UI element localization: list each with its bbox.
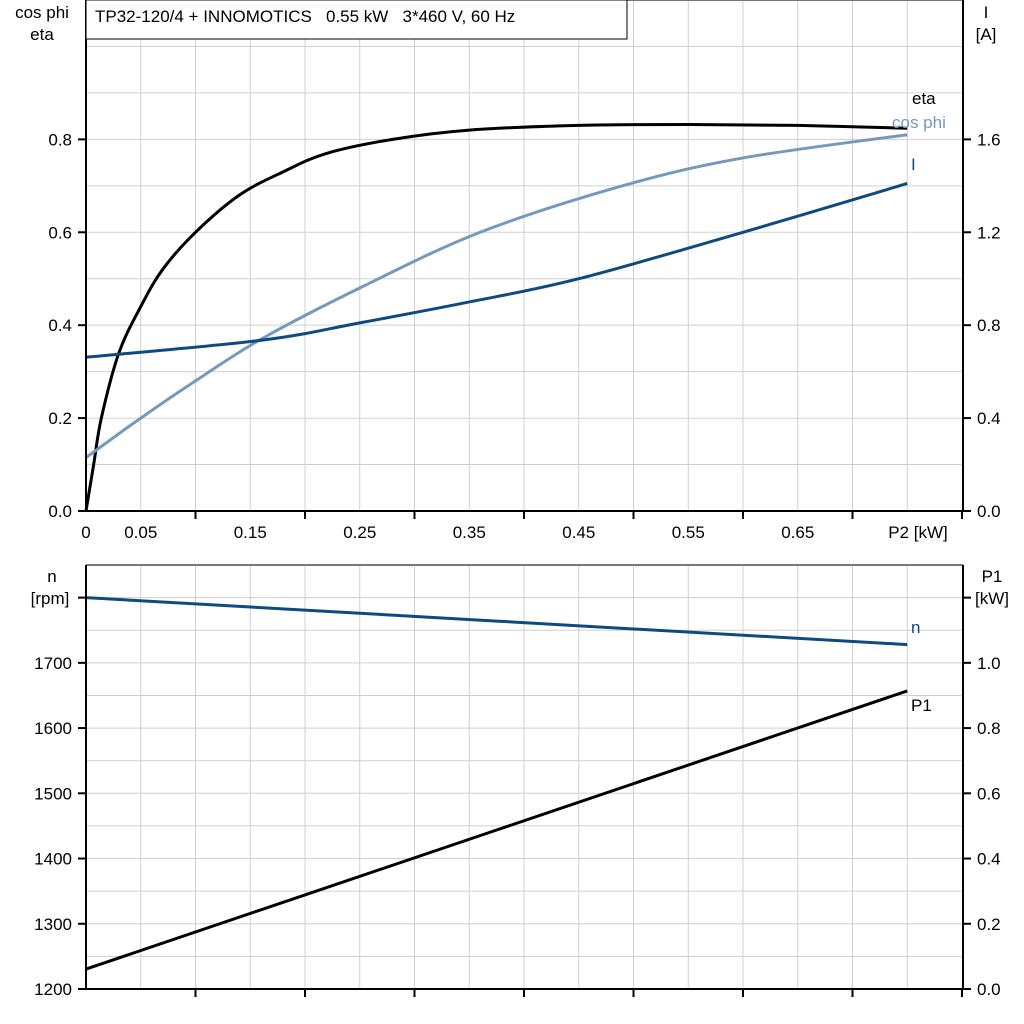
bottom-left-axis-label-1: n [47,567,56,586]
curve-eta [84,122,908,512]
series-label-P1: P1 [911,696,932,715]
x-axis-label: P2 [kW] [888,523,948,542]
series-label-I: I [911,155,916,174]
series-label-cos-phi: cos phi [892,113,946,132]
right-tick-label: 0.4 [977,850,1001,869]
curve-n [85,596,908,647]
x-tick-label: 0.35 [453,523,486,542]
left-tick-label: 1500 [34,784,72,803]
x-tick-label: 0.45 [562,523,595,542]
left-tick-label: 0.0 [48,502,72,521]
axes [78,0,971,997]
right-tick-label: 1.2 [977,223,1001,242]
left-tick-label: 1300 [34,915,72,934]
left-tick-label: 1600 [34,719,72,738]
x-tick-label: 0.25 [343,523,376,542]
tick-labels: 0.0 0.2 0.4 0.6 0.8 0.0 0.4 0.8 1.2 1.6 0 0.05 0.15 0… [34,130,1000,999]
right-tick-label: 0.2 [977,915,1001,934]
x-tick-label: 0.55 [672,523,705,542]
title-box [85,0,628,40]
curve-cos-phi [85,133,908,459]
bottom-left-axis-label-2: [rpm] [31,589,70,608]
x-tick-label: 0.05 [124,523,157,542]
top-left-axis-label-1: cos phi [15,3,69,22]
right-tick-label: 0.4 [977,409,1001,428]
left-tick-label: 0.4 [48,316,72,335]
left-tick-label: 1200 [34,980,72,999]
left-tick-label: 1700 [34,654,72,673]
chart-title: TP32-120/4 + INNOMOTICS 0.55 kW 3*460 V,… [95,7,515,26]
left-tick-label: 0.6 [48,223,72,242]
top-left-axis-label-2: eta [30,25,54,44]
right-tick-label: 0.0 [977,502,1001,521]
x-tick-label: 0 [81,523,90,542]
curves [84,122,908,971]
top-grid [86,0,963,511]
right-tick-label: 1.6 [977,130,1001,149]
right-tick-label: 0.8 [977,719,1001,738]
top-right-axis-label-2: [A] [976,25,997,44]
bottom-grid [86,564,963,989]
right-tick-label: 1.0 [977,654,1001,673]
left-tick-label: 0.2 [48,409,72,428]
series-label-n: n [911,618,920,637]
series-label-eta: eta [912,89,936,108]
x-tick-label: 0.65 [781,523,814,542]
curve-P1 [85,689,908,971]
right-tick-label: 0.0 [977,980,1001,999]
right-tick-label: 0.8 [977,316,1001,335]
top-right-axis-label-1: I [984,3,989,22]
bottom-right-axis-label-1: P1 [982,567,1003,586]
curve-I [85,182,908,359]
bottom-right-axis-label-2: [kW] [975,589,1009,608]
left-tick-label: 1400 [34,850,72,869]
left-tick-label: 0.8 [48,130,72,149]
x-tick-label: 0.15 [234,523,267,542]
right-tick-label: 0.6 [977,784,1001,803]
